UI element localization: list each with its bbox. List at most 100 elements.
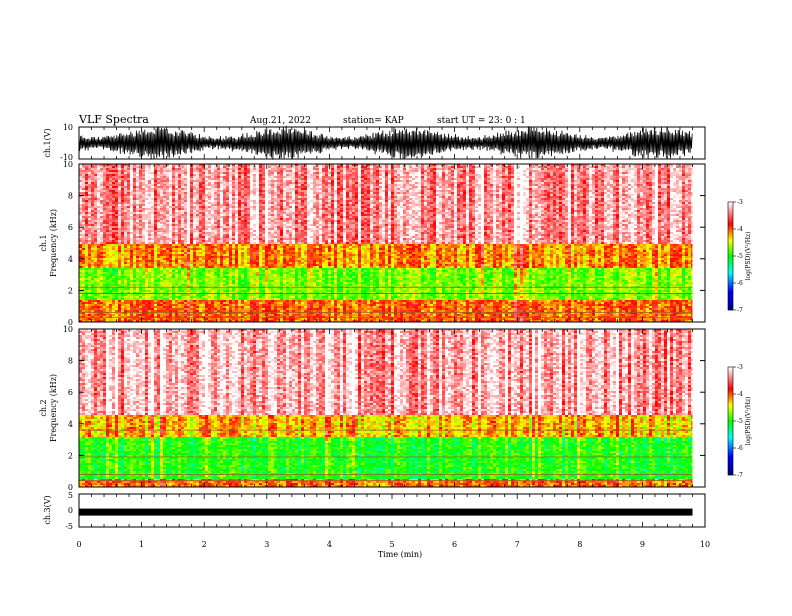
spectrogram-cell <box>247 284 250 286</box>
spectrogram-cell <box>79 314 82 316</box>
spectrogram-cell <box>190 182 193 184</box>
spectrogram-cell <box>112 174 115 176</box>
spectrogram-cell <box>91 298 94 300</box>
spectrogram-cell <box>124 300 127 302</box>
spectrogram-cell <box>139 212 142 214</box>
spectrogram-cell <box>97 198 100 200</box>
spectrogram-cell <box>163 210 166 212</box>
spectrogram-cell <box>133 252 136 254</box>
spectrogram-cell <box>250 200 253 202</box>
spectrogram-cell <box>112 252 115 254</box>
spectrogram-cell <box>259 220 262 222</box>
spectrogram-cell <box>121 230 124 232</box>
spectrogram-cell <box>103 232 106 234</box>
spectrogram-cell <box>136 184 139 186</box>
spectrogram-cell <box>109 302 112 304</box>
spectrogram-cell <box>151 300 154 302</box>
spectrogram-cell <box>79 256 82 258</box>
spectrogram-cell <box>196 298 199 300</box>
spectrogram-cell <box>145 208 148 210</box>
spectrogram-cell <box>106 214 109 216</box>
spectrogram-cell <box>256 216 259 218</box>
spectrogram-cell <box>166 314 169 316</box>
spectrogram-cell <box>130 176 133 178</box>
spectrogram-cell <box>124 260 127 262</box>
spectrogram-cell <box>112 210 115 212</box>
spectrogram-cell <box>262 168 265 170</box>
spectrogram-cell <box>163 174 166 176</box>
spectrogram-cell <box>202 216 205 218</box>
spectrogram-cell <box>244 276 247 278</box>
spectrogram-cell <box>172 248 175 250</box>
spectrogram-cell <box>190 236 193 238</box>
spectrogram-cell <box>205 270 208 272</box>
spectrogram-cell <box>88 306 91 308</box>
spectrogram-cell <box>175 256 178 258</box>
spectrogram-cell <box>241 280 244 282</box>
spectrogram-cell <box>115 278 118 280</box>
spectrogram-cell <box>139 226 142 228</box>
spectrogram-cell <box>220 212 223 214</box>
spectrogram-cell <box>175 204 178 206</box>
spectrogram-cell <box>79 218 82 220</box>
spectrogram-cell <box>100 184 103 186</box>
spectrogram-cell <box>232 202 235 204</box>
spectrogram-cell <box>157 168 160 170</box>
spectrogram-cell <box>133 284 136 286</box>
spectrogram-cell <box>229 178 232 180</box>
spectrogram-cell <box>148 280 151 282</box>
spectrogram-cell <box>121 192 124 194</box>
spectrogram-cell <box>85 230 88 232</box>
spectrogram-cell <box>178 176 181 178</box>
spectrogram-cell <box>214 192 217 194</box>
spectrogram-cell <box>133 254 136 256</box>
spectrogram-cell <box>142 310 145 312</box>
spectrogram-cell <box>193 212 196 214</box>
spectrogram-cell <box>154 270 157 272</box>
spectrogram-cell <box>121 318 124 320</box>
spectrogram-cell <box>112 310 115 312</box>
spectrogram-cell <box>232 190 235 192</box>
spectrogram-cell <box>139 188 142 190</box>
spectrogram-cell <box>106 292 109 294</box>
spectrogram-cell <box>148 210 151 212</box>
spectrogram-cell <box>151 262 154 264</box>
spectrogram-cell <box>148 236 151 238</box>
spectrogram-cell <box>235 320 238 322</box>
spectrogram-cell <box>175 212 178 214</box>
spectrogram-cell <box>202 236 205 238</box>
spectrogram-cell <box>157 268 160 270</box>
spectrogram-cell <box>169 272 172 274</box>
spectrogram-cell <box>160 264 163 266</box>
spectrogram-cell <box>256 290 259 292</box>
spectrogram-cell <box>214 232 217 234</box>
spectrogram-cell <box>142 314 145 316</box>
spectrogram-cell <box>229 264 232 266</box>
spectrogram-cell <box>184 190 187 192</box>
spectrogram-cell <box>106 278 109 280</box>
spectrogram-cell <box>160 302 163 304</box>
spectrogram-cell <box>235 170 238 172</box>
spectrogram-cell <box>157 270 160 272</box>
spectrogram-cell <box>175 288 178 290</box>
spectrogram-cell <box>145 272 148 274</box>
spectrogram-cell <box>97 276 100 278</box>
spectrogram-cell <box>181 194 184 196</box>
spectrogram-cell <box>256 270 259 272</box>
spectrogram-cell <box>208 208 211 210</box>
spectrogram-cell <box>112 166 115 168</box>
spectrogram-cell <box>196 202 199 204</box>
spectrogram-cell <box>262 234 265 236</box>
spectrogram-cell <box>109 176 112 178</box>
spectrogram-cell <box>121 210 124 212</box>
spectrogram-cell <box>262 312 265 314</box>
spectrogram-cell <box>262 214 265 216</box>
spectrogram-cell <box>85 254 88 256</box>
spectrogram-cell <box>229 208 232 210</box>
spectrogram-cell <box>223 202 226 204</box>
spectrogram-cell <box>244 246 247 248</box>
spectrogram-cell <box>109 220 112 222</box>
spectrogram-cell <box>148 260 151 262</box>
spectrogram-cell <box>178 270 181 272</box>
spectrogram-cell <box>232 262 235 264</box>
